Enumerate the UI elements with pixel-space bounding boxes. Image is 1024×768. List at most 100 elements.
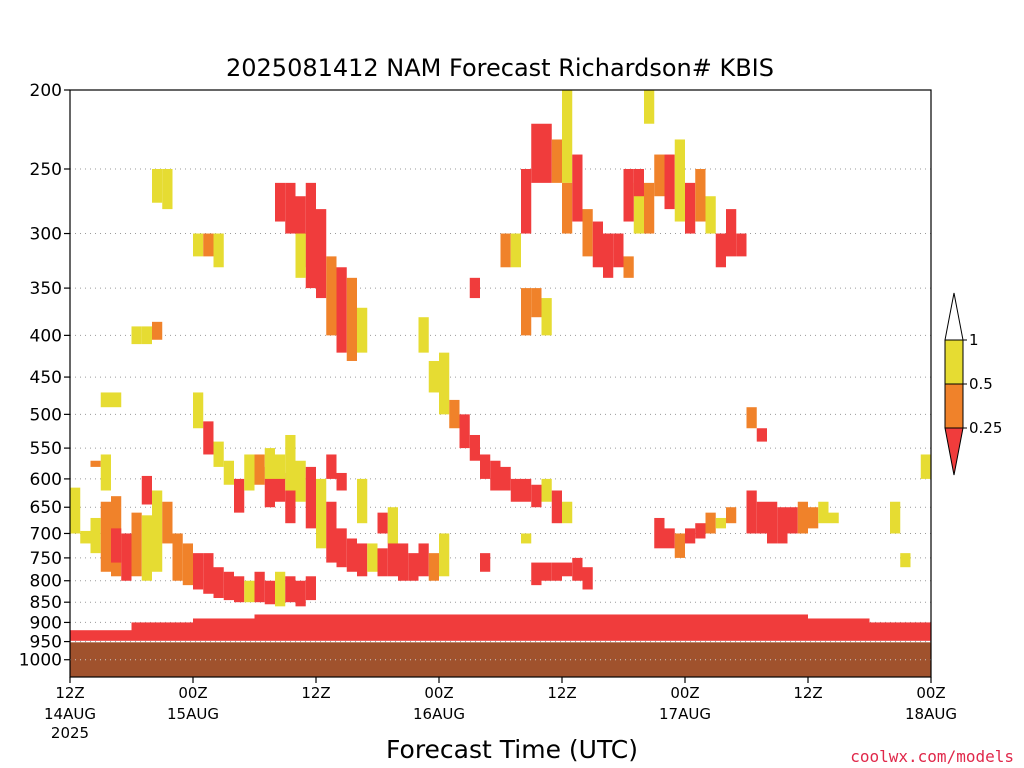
ri-cell — [162, 501, 173, 544]
y-tick-label: 950 — [30, 633, 62, 653]
ri-cell — [203, 233, 214, 257]
ri-cell — [746, 490, 757, 534]
surface-band — [869, 622, 931, 641]
ri-cell — [336, 528, 347, 568]
ri-cell — [254, 571, 265, 603]
ri-cell — [70, 487, 81, 534]
ri-cell — [736, 233, 747, 257]
surface-band — [808, 618, 870, 641]
y-tick-label: 450 — [30, 368, 62, 388]
ri-cell — [644, 182, 655, 234]
colorbar-bin — [944, 383, 964, 429]
y-tick-label: 250 — [30, 160, 62, 180]
ri-cell — [562, 90, 573, 183]
surface-band — [439, 614, 501, 641]
ri-cell — [398, 543, 409, 581]
ri-cell — [818, 501, 829, 524]
ri-cell — [254, 454, 265, 485]
ri-cell — [275, 472, 286, 502]
plot-frame — [69, 89, 932, 678]
x-tick-year: 2025 — [51, 724, 89, 742]
y-tick-label: 550 — [30, 439, 62, 459]
ri-cell — [295, 196, 306, 268]
ri-cell — [100, 392, 111, 408]
ri-cell — [654, 517, 665, 549]
ri-cell — [715, 517, 726, 529]
ri-cell — [387, 533, 398, 577]
ri-cell — [172, 533, 183, 581]
ri-cell — [592, 221, 603, 268]
ri-cell — [582, 567, 593, 590]
ri-cell — [654, 154, 665, 197]
ri-cell — [705, 512, 716, 534]
ri-cell — [726, 209, 737, 257]
ri-cell — [551, 562, 562, 581]
ri-cell — [531, 484, 542, 508]
colorbar-top-arrow — [944, 292, 964, 341]
ri-cell — [305, 182, 316, 289]
ri-cell — [203, 421, 214, 455]
ri-cell — [377, 512, 388, 534]
ri-cell — [828, 512, 839, 524]
y-tick-label: 800 — [30, 572, 62, 592]
x-axis-label: Forecast Time (UTC) — [386, 735, 638, 764]
ri-cell — [582, 209, 593, 257]
ri-cell — [131, 512, 142, 577]
x-tick-time: 00Z — [916, 684, 945, 702]
y-tick-label: 400 — [30, 326, 62, 346]
ri-cell — [264, 580, 275, 605]
ri-cell — [551, 490, 562, 524]
ri-cell — [562, 182, 573, 234]
ri-cell — [531, 562, 542, 586]
ri-cell — [387, 507, 398, 544]
x-tick-time: 00Z — [670, 684, 699, 702]
ri-cell — [664, 154, 675, 210]
ri-cell — [346, 538, 357, 572]
ri-cell — [326, 501, 337, 563]
ri-cell — [521, 478, 532, 502]
ri-cell — [664, 528, 675, 549]
ri-cell — [285, 434, 296, 491]
ri-cell — [674, 139, 685, 222]
ri-cell — [428, 360, 439, 393]
y-tick-label: 600 — [30, 470, 62, 490]
ri-cell — [326, 256, 337, 336]
ri-cell — [521, 168, 532, 234]
surface-band — [193, 618, 255, 641]
y-tick-label: 200 — [30, 81, 62, 101]
ri-cell — [480, 454, 491, 479]
ri-cell — [111, 528, 122, 563]
ri-cell — [715, 233, 726, 268]
ri-cell — [213, 441, 224, 467]
ri-cell — [80, 530, 91, 544]
ri-cell — [295, 580, 306, 607]
ri-cell — [449, 399, 460, 429]
y-tick-label: 750 — [30, 549, 62, 569]
ri-cell — [234, 576, 245, 603]
ri-cell — [633, 182, 644, 234]
ri-cell — [305, 576, 316, 601]
ri-cell — [295, 233, 306, 278]
ri-cell — [428, 553, 439, 581]
ri-cell — [541, 123, 552, 183]
ri-cell — [521, 533, 532, 544]
ri-cell — [295, 460, 306, 502]
ri-cell — [633, 168, 644, 197]
x-tick-time: 00Z — [178, 684, 207, 702]
ri-cell — [100, 501, 111, 572]
ri-cell — [551, 139, 562, 183]
ri-cell — [346, 277, 357, 361]
ri-cell — [90, 517, 101, 554]
colorbar-bin — [944, 339, 964, 385]
ri-cell — [531, 288, 542, 318]
ri-cell — [469, 277, 480, 299]
ri-cell — [193, 392, 204, 429]
surface-band — [316, 614, 378, 641]
x-tick-time: 12Z — [55, 684, 84, 702]
ri-cell — [316, 478, 327, 549]
ri-cell — [603, 233, 614, 278]
ri-cell — [141, 475, 152, 505]
ri-cell — [336, 472, 347, 491]
